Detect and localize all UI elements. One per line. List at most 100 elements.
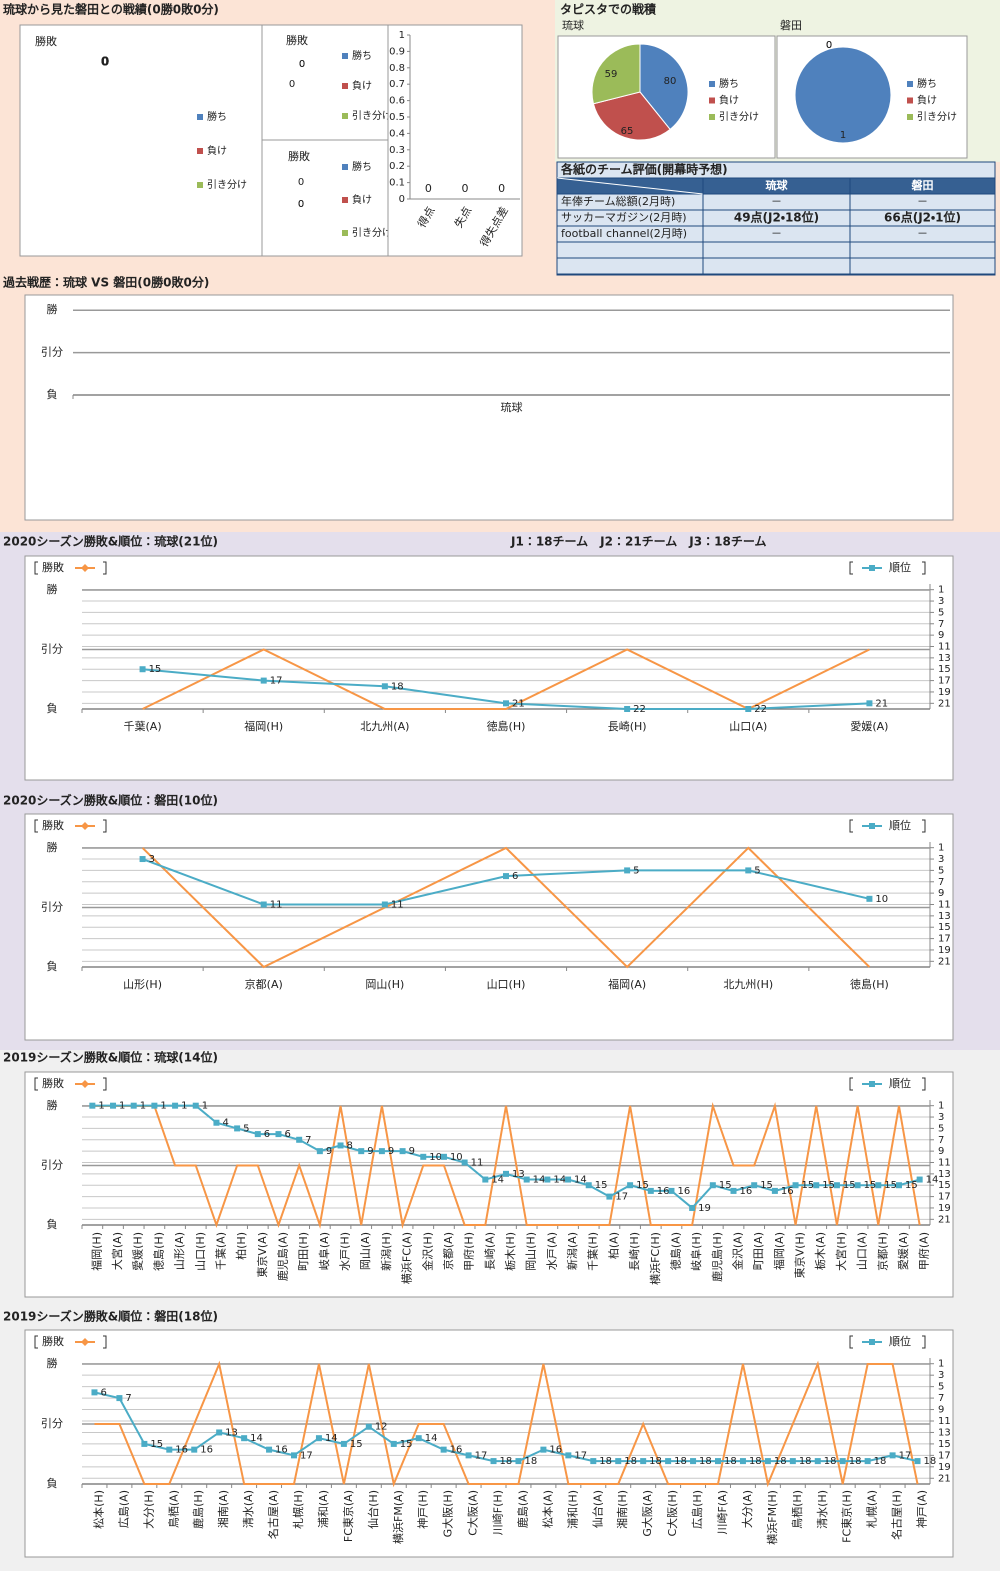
- legend-label: 負け: [917, 95, 937, 107]
- legend-label: 勝ち: [719, 77, 739, 90]
- point-marker: [291, 1452, 297, 1459]
- point-marker: [440, 1446, 447, 1453]
- data-label: 9: [388, 1146, 394, 1157]
- data-label: 1: [160, 1101, 166, 1112]
- legend-label: 引き分け: [352, 110, 392, 122]
- chart-box: [24, 555, 954, 781]
- x-tick-label: 徳島(H): [487, 719, 526, 733]
- data-label: 0: [462, 182, 469, 195]
- chart-subtitle: J1：18チーム J2：21チーム J3：18チーム: [510, 535, 766, 549]
- legend-label: 勝敗: [42, 1076, 64, 1090]
- y2-tick-label: 19: [938, 1462, 951, 1473]
- point-marker: [523, 1176, 530, 1183]
- y2-tick-label: 19: [938, 1203, 951, 1214]
- point-marker: [615, 1458, 622, 1465]
- point-marker: [110, 1102, 117, 1109]
- y2-tick-label: 1: [938, 1101, 944, 1112]
- y2-tick-label: 15: [938, 1439, 951, 1450]
- x-tick-label: 山口(H): [487, 978, 526, 991]
- legend-label: 順位: [889, 1335, 911, 1348]
- y-tick-label: 0.5: [389, 112, 405, 123]
- y-tick-label: 負: [47, 1218, 58, 1231]
- data-label: 6: [264, 1129, 270, 1140]
- x-tick-label: 山形(H): [123, 978, 162, 991]
- point-marker: [337, 1142, 344, 1149]
- y2-tick-label: 13: [938, 1427, 951, 1438]
- data-label: 1: [202, 1101, 208, 1112]
- data-label: 1: [181, 1101, 187, 1112]
- chart-box: [261, 139, 389, 257]
- y2-tick-label: 13: [938, 1169, 951, 1180]
- x-tick-label: 長崎(H): [627, 1232, 641, 1271]
- y2-tick-label: 9: [938, 888, 944, 899]
- point-marker: [260, 677, 267, 684]
- x-tick-label: 神戸(A): [915, 1490, 929, 1528]
- point-marker: [358, 1148, 365, 1155]
- point-marker: [260, 901, 267, 908]
- point-marker: [139, 666, 146, 673]
- legend-label: 負け: [352, 80, 372, 92]
- point-marker: [216, 1429, 223, 1436]
- x-tick-label: 千葉(A): [124, 719, 162, 733]
- point-marker: [191, 1446, 198, 1453]
- x-tick-label: 新潟(H): [380, 1232, 393, 1271]
- x-tick-label: 福岡(H): [244, 719, 283, 733]
- x-tick-label: 清水(A): [241, 1490, 255, 1528]
- point-marker: [590, 1458, 597, 1465]
- y-tick-label: 0.8: [389, 63, 405, 74]
- legend-marker: [869, 823, 875, 829]
- data-label: 22: [754, 704, 767, 715]
- legend-label: 勝敗: [42, 560, 64, 574]
- x-tick-label: 清水(H): [815, 1490, 829, 1529]
- y-tick-label: 0.2: [389, 161, 405, 172]
- point-marker: [585, 1182, 592, 1189]
- x-tick-label: 京都(A): [245, 978, 283, 991]
- point-marker: [503, 700, 509, 707]
- x-tick-label: 甲府(A): [918, 1232, 931, 1270]
- x-tick-label: 川崎F(H): [491, 1490, 505, 1535]
- x-tick-label: 愛媛(A): [850, 720, 888, 733]
- data-label: 10: [429, 1152, 442, 1163]
- data-label: 14: [250, 1433, 263, 1444]
- data-label: 0: [298, 199, 304, 210]
- point-marker: [647, 1187, 654, 1194]
- y-tick-label: 0.9: [389, 46, 405, 57]
- y-tick-label: 0.4: [389, 128, 405, 139]
- table-cell: サッカーマガジン(2月時): [561, 211, 687, 224]
- chart-title: 勝敗: [288, 149, 310, 163]
- legend-marker: [869, 565, 875, 571]
- data-label: 14: [533, 1175, 546, 1186]
- data-label: 18: [924, 1456, 937, 1467]
- point-marker: [503, 873, 509, 880]
- legend-label: 順位: [889, 819, 911, 832]
- legend-swatch: [342, 113, 348, 119]
- data-label: 17: [574, 1450, 587, 1461]
- data-label: 11: [270, 900, 283, 911]
- point-marker: [296, 1136, 303, 1143]
- point-marker: [381, 683, 388, 690]
- data-label: 6: [512, 871, 518, 882]
- chart-title: 磐田: [780, 19, 802, 32]
- y2-tick-label: 5: [938, 607, 944, 618]
- point-marker: [315, 1435, 322, 1442]
- data-label: 80: [664, 76, 677, 87]
- legend-bracket: [849, 1077, 926, 1091]
- point-marker: [751, 1182, 758, 1189]
- x-tick-label: 福岡(A): [608, 977, 646, 991]
- point-marker: [665, 1458, 672, 1465]
- table-header-cell: 磐田: [911, 178, 934, 192]
- y-tick-label: 負: [47, 702, 58, 715]
- y2-tick-label: 7: [938, 1393, 944, 1404]
- data-label: 1: [98, 1101, 104, 1112]
- data-label: 18: [799, 1456, 812, 1467]
- x-tick-label: 広島(A): [116, 1490, 130, 1528]
- x-tick-label: 愛媛(A): [897, 1232, 910, 1270]
- point-marker: [390, 1440, 397, 1447]
- point-marker: [420, 1153, 427, 1160]
- data-label: 14: [325, 1433, 338, 1444]
- legend-swatch: [709, 81, 715, 87]
- data-label: 14: [553, 1175, 566, 1186]
- y2-tick-label: 21: [938, 1473, 951, 1484]
- x-tick-label: C大阪(H): [665, 1490, 679, 1537]
